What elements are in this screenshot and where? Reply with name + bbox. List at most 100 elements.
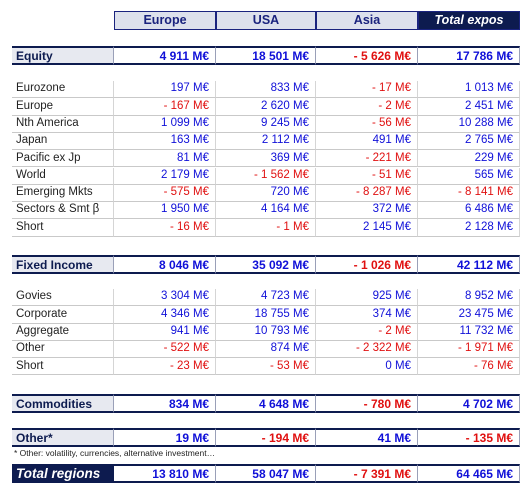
- section-total: - 135 M€: [418, 428, 520, 447]
- row-label: Other: [12, 340, 114, 359]
- row-value: 372 M€: [316, 202, 418, 220]
- row-value: - 522 M€: [114, 340, 216, 359]
- row-value: - 56 M€: [316, 115, 418, 133]
- column-header: Total expos: [418, 11, 520, 30]
- row-label: Pacific ex Jp: [12, 150, 114, 168]
- section-total: 19 M€: [114, 428, 216, 447]
- row-value: 9 245 M€: [216, 115, 316, 133]
- row-value: - 1 971 M€: [418, 340, 520, 359]
- row-value: - 167 M€: [114, 98, 216, 116]
- row-value: 197 M€: [114, 81, 216, 99]
- row-value: 4 164 M€: [216, 202, 316, 220]
- row-value: 10 793 M€: [216, 323, 316, 341]
- row-label: Corporate: [12, 306, 114, 324]
- row-value: - 8 287 M€: [316, 184, 418, 203]
- section-total: - 1 026 M€: [316, 255, 418, 274]
- section-total: - 194 M€: [216, 428, 316, 447]
- row-value: - 16 M€: [114, 219, 216, 237]
- row-value: 2 451 M€: [418, 98, 520, 116]
- row-value: 2 765 M€: [418, 132, 520, 151]
- section-title: Commodities: [12, 394, 114, 413]
- total-value: 64 465 M€: [418, 464, 520, 483]
- row-value: - 2 M€: [316, 98, 418, 116]
- column-header: Europe: [114, 11, 216, 30]
- row-label: Nth America: [12, 115, 114, 133]
- section-title: Equity: [12, 46, 114, 65]
- section-total: - 5 626 M€: [316, 46, 418, 65]
- footnote: * Other: volatility, currencies, alterna…: [14, 447, 216, 458]
- row-value: 6 486 M€: [418, 202, 520, 220]
- row-label: Japan: [12, 132, 114, 151]
- row-value: - 23 M€: [114, 358, 216, 376]
- row-value: - 2 322 M€: [316, 340, 418, 359]
- total-value: 13 810 M€: [114, 464, 216, 483]
- row-value: - 1 M€: [216, 219, 316, 237]
- row-value: 2 145 M€: [316, 219, 418, 237]
- row-value: 2 112 M€: [216, 132, 316, 151]
- row-value: 18 755 M€: [216, 306, 316, 324]
- row-value: 4 723 M€: [216, 289, 316, 307]
- section-total: 35 092 M€: [216, 255, 316, 274]
- row-value: 874 M€: [216, 340, 316, 359]
- row-label: Europe: [12, 98, 114, 116]
- row-value: 81 M€: [114, 150, 216, 168]
- row-value: - 1 562 M€: [216, 167, 316, 185]
- row-value: 720 M€: [216, 184, 316, 203]
- total-label: Total regions: [12, 464, 114, 483]
- row-value: 4 346 M€: [114, 306, 216, 324]
- row-label: Sectors & Smt β: [12, 202, 114, 220]
- section-total: 4 648 M€: [216, 394, 316, 413]
- row-value: 833 M€: [216, 81, 316, 99]
- column-header: Asia: [316, 11, 418, 30]
- row-value: 229 M€: [418, 150, 520, 168]
- section-total: 42 112 M€: [418, 255, 520, 274]
- row-value: - 2 M€: [316, 323, 418, 341]
- section-total: - 780 M€: [316, 394, 418, 413]
- row-label: Short: [12, 219, 114, 237]
- row-value: 941 M€: [114, 323, 216, 341]
- section-total: 8 046 M€: [114, 255, 216, 274]
- section-title: Other*: [12, 428, 114, 447]
- row-value: - 76 M€: [418, 358, 520, 376]
- row-label: Eurozone: [12, 81, 114, 99]
- row-value: - 17 M€: [316, 81, 418, 99]
- row-value: - 575 M€: [114, 184, 216, 203]
- row-value: 23 475 M€: [418, 306, 520, 324]
- row-value: 8 952 M€: [418, 289, 520, 307]
- row-label: Emerging Mkts: [12, 184, 114, 203]
- row-value: 2 128 M€: [418, 219, 520, 237]
- row-value: 491 M€: [316, 132, 418, 151]
- total-value: 58 047 M€: [216, 464, 316, 483]
- row-value: 3 304 M€: [114, 289, 216, 307]
- row-value: 369 M€: [216, 150, 316, 168]
- row-value: - 8 141 M€: [418, 184, 520, 203]
- row-value: - 51 M€: [316, 167, 418, 185]
- section-total: 18 501 M€: [216, 46, 316, 65]
- row-value: - 221 M€: [316, 150, 418, 168]
- row-value: 925 M€: [316, 289, 418, 307]
- row-label: Short: [12, 358, 114, 376]
- row-value: 1 013 M€: [418, 81, 520, 99]
- row-label: Aggregate: [12, 323, 114, 341]
- row-label: Govies: [12, 289, 114, 307]
- row-value: 10 288 M€: [418, 115, 520, 133]
- section-total: 834 M€: [114, 394, 216, 413]
- section-total: 41 M€: [316, 428, 418, 447]
- row-value: 1 099 M€: [114, 115, 216, 133]
- row-value: 163 M€: [114, 132, 216, 151]
- row-value: 2 179 M€: [114, 167, 216, 185]
- row-value: - 53 M€: [216, 358, 316, 376]
- column-header: USA: [216, 11, 316, 30]
- row-label: World: [12, 167, 114, 185]
- row-value: 11 732 M€: [418, 323, 520, 341]
- section-total: 4 911 M€: [114, 46, 216, 65]
- row-value: 565 M€: [418, 167, 520, 185]
- row-value: 0 M€: [316, 358, 418, 376]
- section-total: 17 786 M€: [418, 46, 520, 65]
- row-value: 2 620 M€: [216, 98, 316, 116]
- row-value: 374 M€: [316, 306, 418, 324]
- section-title: Fixed Income: [12, 255, 114, 274]
- section-total: 4 702 M€: [418, 394, 520, 413]
- total-value: - 7 391 M€: [316, 464, 418, 483]
